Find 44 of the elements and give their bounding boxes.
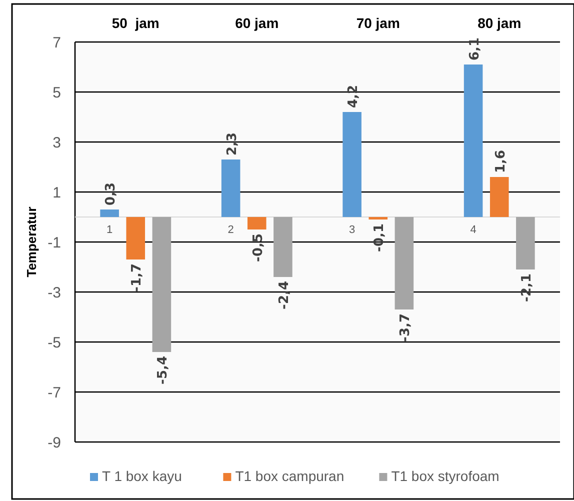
data-label: -0,5 [250,234,266,262]
y-tick-label: 7 [52,34,61,52]
text: 50 jam [112,15,160,31]
bar [516,217,535,270]
data-label: -1,7 [130,264,145,292]
bar [100,210,119,217]
data-label: 4,2 [346,84,362,108]
text: 80 jam [478,15,522,31]
bar [247,217,266,230]
x-tick-label: 1 [106,224,113,236]
text: 70 jam [356,15,400,31]
legend-label: T1 box styrofoam [391,468,500,484]
y-tick-label: -1 [48,234,61,252]
y-axis-title: Temperatur [24,206,39,278]
legend-label: T1 box campuran [235,468,344,484]
x-tick-label: 3 [348,224,356,236]
bar [126,217,146,260]
y-tick-label: 3 [52,134,61,152]
legend-label: T 1 box kayu [102,468,182,484]
data-label: 2,3 [224,132,240,156]
bar [342,112,362,217]
data-label: 6,1 [467,37,482,60]
bar [221,160,240,217]
x-tick-label: 4 [470,224,476,236]
y-tick-label: -3 [48,284,61,302]
data-label: -5,4 [156,356,171,384]
text: 60 jam [235,15,279,31]
bar [152,217,172,352]
data-label: -3,7 [398,314,414,342]
y-tick-label: 1 [52,184,61,202]
bar [394,217,414,310]
y-tick-label: -9 [48,434,61,452]
data-label: 1,6 [493,150,508,173]
data-label: -2,1 [519,274,534,302]
bar [464,64,483,217]
y-tick-label: -7 [48,384,61,402]
data-label: -0,1 [372,224,388,252]
y-tick-label: -5 [48,334,61,352]
data-label: 0,3 [104,182,119,206]
x-tick-label: 2 [228,224,234,236]
bar [274,217,292,277]
bar [490,177,509,217]
data-label: -2,4 [276,281,292,310]
y-tick-label: 5 [52,84,61,102]
